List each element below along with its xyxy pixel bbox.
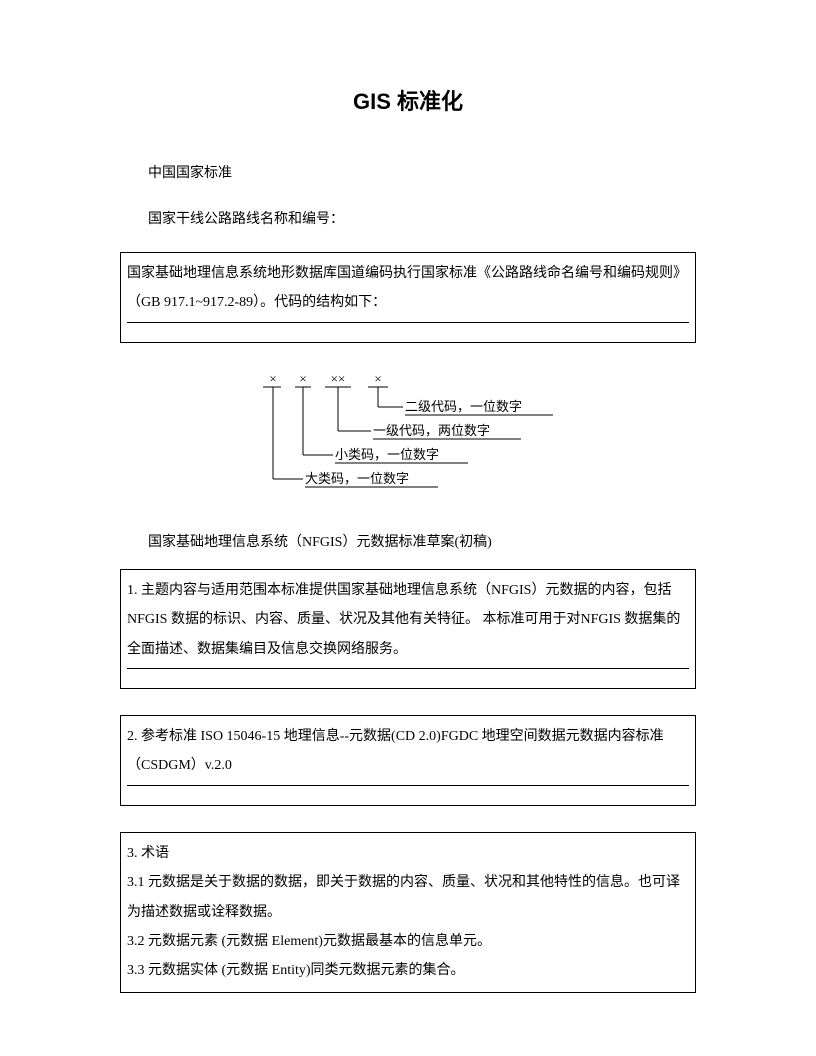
diagram-label-3: 一级代码，两位数字 bbox=[373, 423, 490, 438]
intro-line-2: 国家干线公路路线名称和编号： bbox=[120, 206, 696, 234]
diagram-label-1: 大类码，一位数字 bbox=[305, 471, 409, 486]
section-heading-nfgis: 国家基础地理信息系统（NFGIS）元数据标准草案(初稿) bbox=[120, 529, 696, 557]
diagram-pos4: × bbox=[374, 371, 381, 386]
diagram-label-2: 小类码，一位数字 bbox=[335, 447, 439, 462]
box4-line-1: 3.1 元数据是关于数据的数据，即关于数据的内容、质量、状况和其他特性的信息。也… bbox=[127, 868, 689, 927]
definition-box-1: 国家基础地理信息系统地形数据库国道编码执行国家标准《公路路线命名编号和编码规则》… bbox=[120, 252, 696, 343]
intro-line-1: 中国国家标准 bbox=[120, 160, 696, 188]
definition-box-2: 1. 主题内容与适用范围本标准提供国家基础地理信息系统（NFGIS）元数据的内容… bbox=[120, 569, 696, 689]
box1-text: 国家基础地理信息系统地形数据库国道编码执行国家标准《公路路线命名编号和编码规则》… bbox=[127, 259, 689, 318]
box1-blank-row bbox=[127, 322, 689, 336]
code-structure-diagram: × × ×× × 二级代码，一位数字 一级代码，两位数字 小类码，一位数字 大类… bbox=[120, 369, 696, 499]
definition-box-3: 2. 参考标准 ISO 15046-15 地理信息--元数据(CD 2.0)FG… bbox=[120, 715, 696, 806]
box2-blank-row bbox=[127, 668, 689, 682]
box2-text: 1. 主题内容与适用范围本标准提供国家基础地理信息系统（NFGIS）元数据的内容… bbox=[127, 576, 689, 664]
box4-line-3: 3.3 元数据实体 (元数据 Entity)同类元数据元素的集合。 bbox=[127, 956, 689, 985]
diagram-pos2: × bbox=[299, 371, 306, 386]
definition-box-4: 3. 术语 3.1 元数据是关于数据的数据，即关于数据的内容、质量、状况和其他特… bbox=[120, 832, 696, 993]
diagram-pos3: ×× bbox=[331, 371, 346, 386]
box3-text: 2. 参考标准 ISO 15046-15 地理信息--元数据(CD 2.0)FG… bbox=[127, 722, 689, 781]
diagram-label-4: 二级代码，一位数字 bbox=[405, 399, 522, 414]
page-title: GIS 标准化 bbox=[120, 80, 696, 124]
box3-blank-row bbox=[127, 785, 689, 799]
diagram-pos1: × bbox=[269, 371, 276, 386]
box4-line-0: 3. 术语 bbox=[127, 839, 689, 868]
box4-line-2: 3.2 元数据元素 (元数据 Element)元数据最基本的信息单元。 bbox=[127, 927, 689, 956]
